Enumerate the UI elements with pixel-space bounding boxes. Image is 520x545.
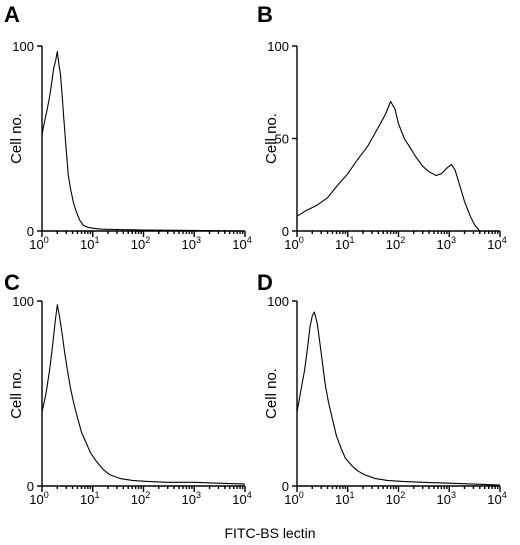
x-tick-label-c-2: 102 <box>131 490 150 507</box>
x-tick-label-d-1: 101 <box>335 490 354 507</box>
x-tick-label-d-3: 103 <box>437 490 456 507</box>
y-tick-label-c-0: 0 <box>27 479 34 494</box>
histogram-curve-d <box>296 311 501 486</box>
x-tick-label-a-3: 103 <box>182 235 201 252</box>
x-tick-label-b-4: 104 <box>487 235 506 252</box>
x-tick-label-d-4: 104 <box>487 490 506 507</box>
y-tick-label-d-100: 100 <box>267 294 289 309</box>
histogram-curve-a <box>41 51 246 232</box>
x-tick-label-c-1: 101 <box>80 490 99 507</box>
x-tick-label-b-2: 102 <box>386 235 405 252</box>
y-tick-label-a-100: 100 <box>12 39 34 54</box>
y-tick-label-b-0: 0 <box>282 224 289 239</box>
x-tick-label-b-0: 100 <box>284 235 303 252</box>
y-tick-label-b-50: 50 <box>275 132 289 147</box>
x-tick-label-d-2: 102 <box>386 490 405 507</box>
histogram-curve-b <box>296 100 481 232</box>
x-tick-label-c-4: 104 <box>232 490 251 507</box>
y-tick-label-d-0: 0 <box>282 479 289 494</box>
y-tick-label-a-0: 0 <box>27 224 34 239</box>
x-tick-label-a-0: 100 <box>29 235 48 252</box>
y-axis-label-a: Cell no. <box>8 113 25 164</box>
panel-letter-a: A <box>4 2 20 27</box>
panel-letter-d: D <box>257 270 273 295</box>
x-tick-label-a-2: 102 <box>131 235 150 252</box>
x-tick-label-c-3: 103 <box>182 490 201 507</box>
x-tick-label-a-4: 104 <box>232 235 251 252</box>
y-tick-label-b-100: 100 <box>267 39 289 54</box>
panel-letter-c: C <box>4 270 20 295</box>
y-axis-label-d: Cell no. <box>263 368 280 419</box>
x-tick-label-c-0: 100 <box>29 490 48 507</box>
y-axis-label-c: Cell no. <box>8 368 25 419</box>
x-tick-label-a-1: 101 <box>80 235 99 252</box>
histogram-curve-c <box>41 304 246 485</box>
x-tick-label-d-0: 100 <box>284 490 303 507</box>
x-tick-label-b-1: 101 <box>335 235 354 252</box>
panel-letter-b: B <box>257 2 273 27</box>
x-tick-label-b-3: 103 <box>437 235 456 252</box>
y-axis-label-b: Cell no. <box>263 113 280 164</box>
x-axis-label: FITC-BS lectin <box>224 525 315 541</box>
y-tick-label-c-100: 100 <box>12 294 34 309</box>
